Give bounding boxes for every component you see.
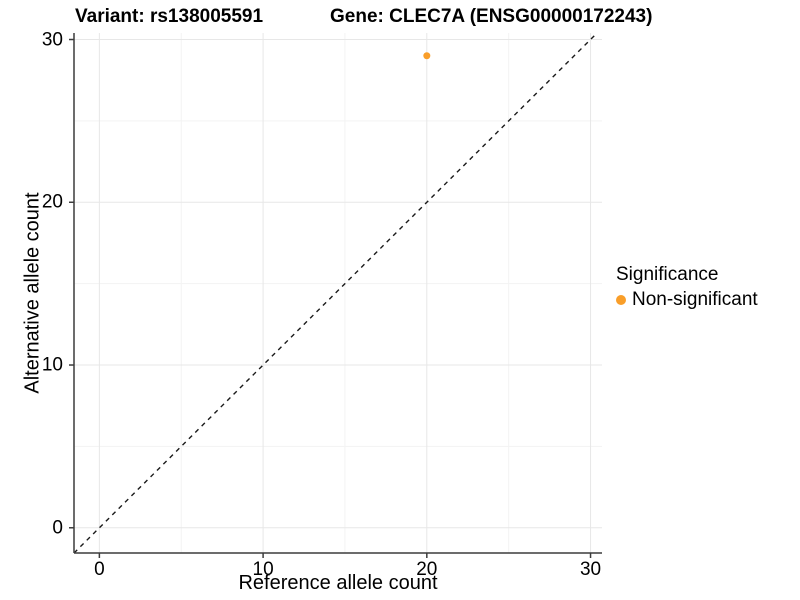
y-axis-title: Alternative allele count [21,192,44,394]
y-tick-label: 0 [52,517,63,539]
plot-title-variant: Variant: rs138005591 [75,6,264,27]
data-point [423,52,431,60]
legend-key-dot-icon [616,295,626,305]
x-axis-title: Reference allele count [238,572,438,594]
legend-title: Significance [616,264,719,285]
y-tick-label: 20 [41,191,63,213]
legend-entries: Non-significant [616,289,758,311]
x-tick-label: 30 [579,559,602,580]
x-tick-label: 10 [252,559,274,580]
y-tick-label: 10 [41,354,63,376]
legend-entry-label: Non-significant [632,289,758,310]
x-tick-label: 0 [94,559,105,580]
legend: Significance Non-significant [616,264,758,311]
legend-entry: Non-significant [616,289,758,311]
y-tick-label: 30 [41,29,63,50]
identity-dashed-line [73,32,598,554]
plot-title-gene: Gene: CLEC7A (ENSG00000172243) [330,6,653,27]
x-tick-label: 20 [416,559,438,580]
